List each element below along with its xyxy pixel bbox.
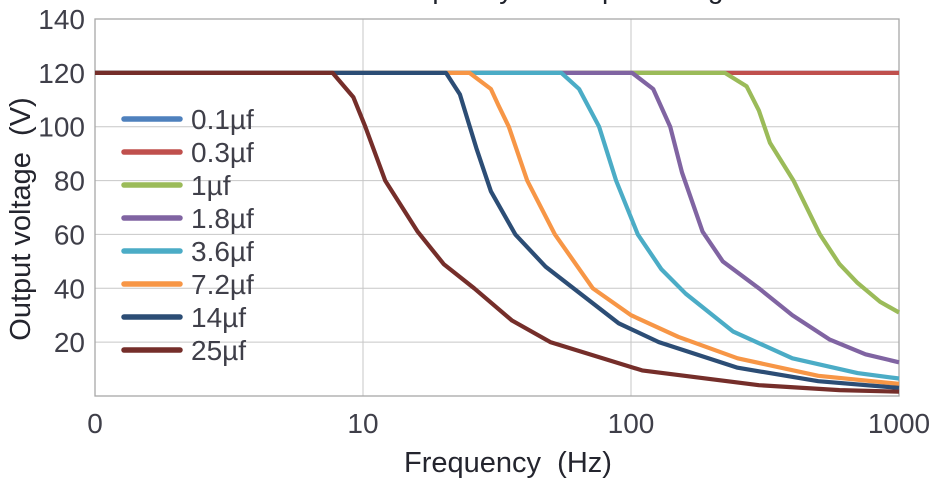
series-line-7.2µf bbox=[95, 70, 900, 386]
y-tick-label-20: 20 bbox=[54, 327, 85, 358]
legend-label-1µf: 1µf bbox=[191, 170, 231, 201]
y-tick-label-140: 140 bbox=[38, 4, 85, 35]
y-tick-label-40: 40 bbox=[54, 273, 85, 304]
series-line-25µf bbox=[95, 70, 900, 394]
y-tick-label-80: 80 bbox=[54, 166, 85, 197]
y-axis-title: Output voltage (V) bbox=[5, 97, 37, 340]
chart-title-cropped: Frequency vs Output voltage bbox=[381, 0, 739, 4]
x-tick-label-10: 10 bbox=[347, 408, 378, 439]
x-axis-title: Frequency (Hz) bbox=[404, 447, 612, 479]
y-tick-label-100: 100 bbox=[38, 112, 85, 143]
legend-item-3.6µf: 3.6µf bbox=[121, 236, 254, 267]
legend-label-0.3µf: 0.3µf bbox=[191, 137, 254, 168]
legend-item-14µf: 14µf bbox=[121, 302, 246, 333]
legend-label-14µf: 14µf bbox=[191, 302, 246, 333]
legend-label-25µf: 25µf bbox=[191, 335, 246, 366]
y-axis-tick-labels: 140 120 100 80 60 40 20 bbox=[38, 4, 85, 358]
plot-border bbox=[94, 18, 900, 397]
legend-label-7.2µf: 7.2µf bbox=[191, 269, 254, 300]
legend-label-0.1µf: 0.1µf bbox=[191, 104, 254, 135]
series-lines bbox=[95, 70, 901, 394]
x-tick-label-0: 0 bbox=[87, 408, 103, 439]
x-tick-label-100: 100 bbox=[608, 408, 655, 439]
legend-item-7.2µf: 7.2µf bbox=[121, 269, 254, 300]
series-line-1.8µf bbox=[95, 70, 900, 365]
legend-item-0.3µf: 0.3µf bbox=[121, 137, 254, 168]
y-tick-label-120: 120 bbox=[38, 58, 85, 89]
x-axis-tick-labels: 0 10 100 1000 bbox=[87, 408, 930, 439]
series-line-14µf bbox=[95, 70, 900, 390]
legend-item-1µf: 1µf bbox=[121, 170, 231, 201]
series-line-1µf bbox=[95, 70, 901, 315]
legend-item-1.8µf: 1.8µf bbox=[121, 203, 254, 234]
y-tick-label-60: 60 bbox=[54, 219, 85, 250]
legend-item-25µf: 25µf bbox=[121, 335, 246, 366]
legend-label-3.6µf: 3.6µf bbox=[191, 236, 254, 267]
legend-item-0.1µf: 0.1µf bbox=[121, 104, 254, 135]
series-line-3.6µf bbox=[95, 70, 900, 381]
x-tick-label-1000: 1000 bbox=[868, 408, 930, 439]
legend-label-1.8µf: 1.8µf bbox=[191, 203, 254, 234]
